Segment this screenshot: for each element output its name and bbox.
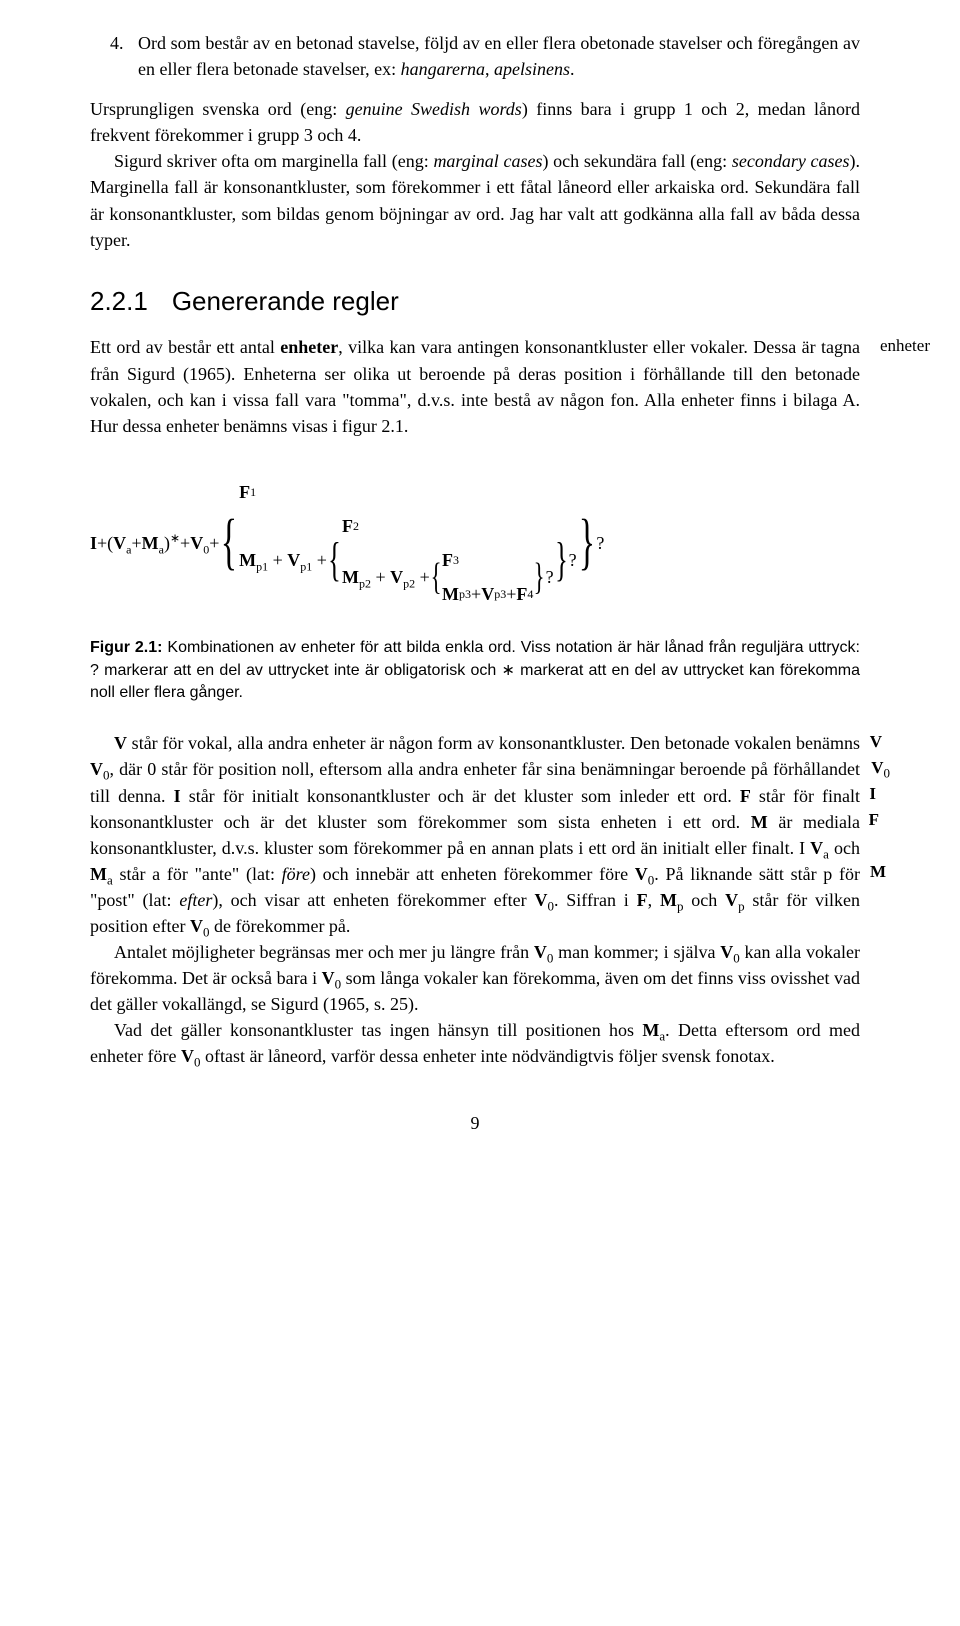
list-marker: 4. (110, 30, 138, 82)
margin-note: F (869, 808, 879, 833)
formula-term: I+(Va+Ma)∗+V0+ (90, 530, 219, 556)
latin-term: före (282, 864, 310, 884)
paragraph: Ett ord av består ett antal enheter, vil… (90, 334, 860, 438)
symbol: V (720, 942, 733, 962)
symbol: V (534, 890, 547, 910)
formula-row: F3 (442, 547, 533, 573)
section-body: Ett ord av består ett antal enheter, vil… (90, 334, 860, 1069)
figure-caption: Figur 2.1: Kombinationen av enheter för … (90, 637, 860, 704)
text: står för initialt konsonantkluster och ä… (181, 786, 740, 806)
text: . Siffran i (554, 890, 637, 910)
brace-open: { (328, 546, 341, 575)
text: . (570, 59, 575, 79)
symbol: M (751, 812, 768, 832)
example-word: apelsinens (494, 59, 570, 79)
paragraph: V står för vokal, alla andra enheter är … (90, 730, 860, 939)
brace-close: } (534, 566, 545, 589)
english-term: marginal cases (433, 151, 542, 171)
english-term: genuine Swedish words (346, 99, 522, 119)
symbol: M (660, 890, 677, 910)
text: ) och innebär att enheten förekommer för… (310, 864, 635, 884)
paragraph: Vad det gäller konsonantkluster tas inge… (90, 1017, 860, 1069)
text: , (485, 59, 494, 79)
symbol: I (174, 786, 181, 806)
text: och (683, 890, 725, 910)
example-word: hangarerna (401, 59, 485, 79)
formula: I+(Va+Ma)∗+V0+ { F1 Mp1 + Vp1 + { F2 Mp2… (90, 479, 860, 607)
formula-row: Mp2 + Vp2 + { F3 Mp3 + Vp3 + F4 } ? (342, 547, 554, 607)
symbol: V (534, 942, 547, 962)
formula-row: F1 (239, 479, 577, 505)
page-number: 9 (90, 1110, 860, 1136)
margin-note: V (870, 730, 882, 755)
text: man kommer; i själva (553, 942, 720, 962)
text: Antalet möjligheter begränsas mer och me… (114, 942, 534, 962)
margin-note: enheter (880, 334, 930, 359)
list-item-text: Ord som består av en betonad stavelse, f… (138, 30, 860, 82)
figure-label: Figur 2.1: (90, 639, 162, 656)
section-heading: 2.2.1 Genererande regler (90, 283, 860, 321)
text: och (829, 838, 860, 858)
symbol: F (637, 890, 648, 910)
numbered-list-item: 4. Ord som består av en betonad stavelse… (90, 30, 860, 82)
text: Ursprungligen svenska ord (eng: (90, 99, 346, 119)
text: Ett ord av består ett antal (90, 337, 280, 357)
paragraph: Ursprungligen svenska ord (eng: genuine … (90, 96, 860, 148)
formula-row: Mp3 + Vp3 + F4 (442, 581, 533, 607)
formula-row: Mp1 + Vp1 + { F2 Mp2 + Vp2 + { F3 (239, 513, 577, 607)
term: enheter (280, 337, 338, 357)
symbol: M (90, 864, 107, 884)
symbol: V (322, 968, 335, 988)
symbol: V (725, 890, 738, 910)
symbol: V (190, 916, 203, 936)
section-number: 2.2.1 (90, 286, 148, 316)
symbol: V (181, 1046, 194, 1066)
symbol: V (114, 733, 127, 753)
brace-close: } (578, 524, 594, 561)
latin-term: efter (179, 890, 212, 910)
section-title: Genererande regler (172, 286, 399, 316)
figure-text: Kombinationen av enheter för att bilda e… (90, 639, 860, 701)
symbol: V (810, 838, 823, 858)
text: , (648, 890, 660, 910)
brace-close: } (555, 546, 568, 575)
margin-note: M (870, 860, 886, 885)
paragraph: Sigurd skriver ofta om marginella fall (… (90, 148, 860, 252)
margin-note: V0 (871, 756, 890, 781)
text: oftast är låneord, varför dessa enheter … (200, 1046, 774, 1066)
english-term: secondary cases (732, 151, 850, 171)
text: står för vokal, alla andra enheter är nå… (127, 733, 860, 753)
margin-note: I (869, 782, 876, 807)
brace-open: { (430, 566, 441, 589)
symbol: V (90, 759, 103, 779)
formula-row: F2 (342, 513, 554, 539)
text: de förekommer på. (209, 916, 350, 936)
symbol: M (642, 1020, 659, 1040)
text: Sigurd skriver ofta om marginella fall (… (114, 151, 433, 171)
text: ), och visar att enheten förekommer efte… (212, 890, 534, 910)
text: står a för "ante" (lat: (113, 864, 282, 884)
text: ) och sekundära fall (eng: (542, 151, 731, 171)
text: Vad det gäller konsonantkluster tas inge… (114, 1020, 642, 1040)
symbol: V (635, 864, 648, 884)
brace-open: { (221, 524, 237, 561)
symbol: F (740, 786, 751, 806)
paragraph: Antalet möjligheter begränsas mer och me… (90, 939, 860, 1017)
